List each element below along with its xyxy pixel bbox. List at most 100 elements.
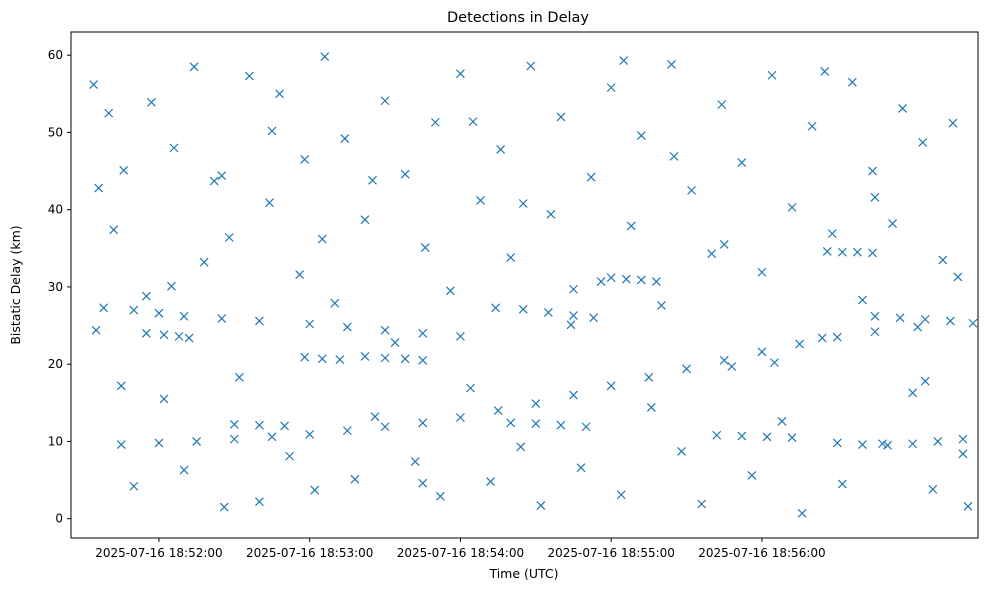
data-point-track-rising-21 — [913, 322, 923, 332]
data-point-track-rising-0 — [116, 440, 126, 449]
data-point-clutter-3 — [109, 225, 119, 235]
data-point-clutter-7 — [146, 97, 156, 107]
data-point-clutter-80 — [868, 166, 877, 176]
data-point-clutter-20 — [275, 89, 284, 99]
data-point-track-24-1 — [159, 330, 169, 340]
data-point-clutter-102 — [619, 56, 629, 66]
data-point-track-21-b-0 — [360, 352, 370, 361]
y-tick-label: 40 — [48, 203, 63, 217]
data-point-track-rising-17 — [757, 347, 767, 357]
data-point-track-12-mid-2 — [556, 420, 566, 430]
data-point-track-26-late-1 — [895, 313, 905, 323]
data-point-track-rising-7 — [380, 422, 390, 432]
y-axis: 0 10 20 30 40 50 60 — [48, 48, 71, 526]
data-point-clutter-91 — [91, 325, 101, 335]
data-point-track-11-late-2 — [762, 432, 772, 442]
y-tick-label: 20 — [48, 357, 63, 371]
data-point-clutter-73 — [797, 508, 807, 518]
data-point-clutter-24 — [310, 485, 320, 495]
data-point-track-27-mid-3 — [569, 311, 578, 320]
data-point-clutter-15 — [224, 233, 234, 242]
data-point-clutter-30 — [370, 412, 380, 422]
data-point-clutter-5 — [129, 481, 139, 491]
data-point-clutter-71 — [777, 416, 787, 426]
data-point-clutter-49 — [556, 112, 566, 122]
data-point-clutter-14 — [219, 502, 229, 512]
data-point-track-rising-20 — [870, 327, 880, 337]
data-point-track-rising-1 — [154, 438, 164, 448]
data-point-clutter-108 — [920, 376, 930, 386]
data-point-clutter-21 — [285, 451, 295, 461]
data-point-track-21-b-1 — [380, 353, 390, 363]
data-point-clutter-28 — [350, 474, 360, 484]
data-point-clutter-101 — [569, 284, 578, 294]
data-points — [89, 52, 978, 518]
data-point-track-11-a-2 — [280, 421, 289, 431]
data-point-clutter-78 — [847, 77, 857, 87]
data-point-track-31-0 — [606, 273, 616, 283]
data-point-clutter-50 — [566, 320, 576, 330]
data-point-track-10-end-2 — [883, 440, 892, 450]
y-axis-label: Bistatic Delay (km) — [8, 225, 23, 344]
y-tick-label: 0 — [55, 512, 63, 526]
data-point-clutter-61 — [677, 447, 686, 456]
data-point-track-rising-10 — [493, 406, 503, 415]
data-point-clutter-79 — [858, 295, 867, 305]
data-point-track-35-3 — [868, 248, 877, 258]
data-point-track-21-b-2 — [400, 354, 410, 364]
data-point-track-falling-27-6 — [305, 319, 315, 329]
data-point-clutter-65 — [717, 100, 727, 110]
data-point-track-27-mid-1 — [518, 304, 528, 314]
data-point-track-10-end-3 — [908, 439, 918, 449]
data-point-clutter-86 — [928, 484, 938, 494]
data-point-clutter-37 — [435, 491, 445, 501]
data-point-track-falling-27-0 — [99, 303, 109, 313]
data-point-clutter-66 — [727, 362, 737, 371]
data-point-track-10-end-0 — [832, 438, 842, 448]
data-point-track-rising-18 — [795, 339, 805, 349]
data-point-track-rising-5 — [305, 430, 315, 439]
data-point-track-12-mid-3 — [581, 422, 591, 432]
data-point-track-31-1 — [621, 274, 631, 284]
data-point-clutter-51 — [576, 463, 586, 473]
data-point-track-rising-16 — [719, 355, 729, 365]
data-point-clutter-76 — [827, 229, 837, 239]
data-point-clutter-105 — [770, 358, 779, 368]
data-point-track-11-late-1 — [737, 431, 747, 441]
data-point-clutter-11 — [189, 62, 199, 72]
data-point-clutter-26 — [330, 298, 340, 308]
data-point-track-falling-27-2 — [154, 308, 164, 318]
data-point-track-rising-14 — [644, 372, 654, 382]
data-point-clutter-36 — [430, 117, 440, 127]
data-point-clutter-42 — [486, 477, 496, 487]
data-point-track-10-end-1 — [858, 440, 867, 449]
data-point-clutter-13 — [209, 176, 219, 186]
data-point-clutter-72 — [787, 202, 797, 212]
x-tick-label: 2025-07-16 18:53:00 — [246, 546, 373, 560]
data-point-track-27-mid-2 — [543, 307, 553, 317]
data-point-track-21-0 — [300, 352, 310, 362]
data-point-clutter-63 — [697, 499, 707, 509]
data-point-clutter-67 — [737, 158, 747, 167]
data-point-track-24-2 — [174, 331, 184, 341]
x-tick-label: 2025-07-16 18:56:00 — [698, 546, 825, 560]
x-tick-label: 2025-07-16 18:55:00 — [547, 546, 674, 560]
data-point-clutter-6 — [141, 291, 151, 301]
data-point-track-27-mid-4 — [589, 313, 599, 323]
data-point-clutter-33 — [400, 169, 410, 179]
data-point-track-falling-27-8 — [380, 325, 390, 335]
data-point-clutter-25 — [320, 52, 330, 62]
data-point-clutter-45 — [516, 442, 526, 452]
data-point-clutter-48 — [546, 209, 556, 219]
data-point-track-26-late-2 — [920, 314, 930, 324]
data-point-clutter-109 — [953, 272, 963, 282]
data-point-clutter-1 — [94, 183, 104, 193]
data-point-clutter-96 — [317, 234, 327, 244]
data-point-track-21-b-3 — [418, 355, 428, 365]
data-point-track-falling-27-1 — [129, 305, 139, 315]
data-point-track-24-3 — [184, 333, 194, 343]
data-point-track-rising-3 — [229, 434, 239, 444]
data-point-clutter-10 — [179, 465, 189, 475]
data-point-track-24-0 — [141, 328, 151, 338]
